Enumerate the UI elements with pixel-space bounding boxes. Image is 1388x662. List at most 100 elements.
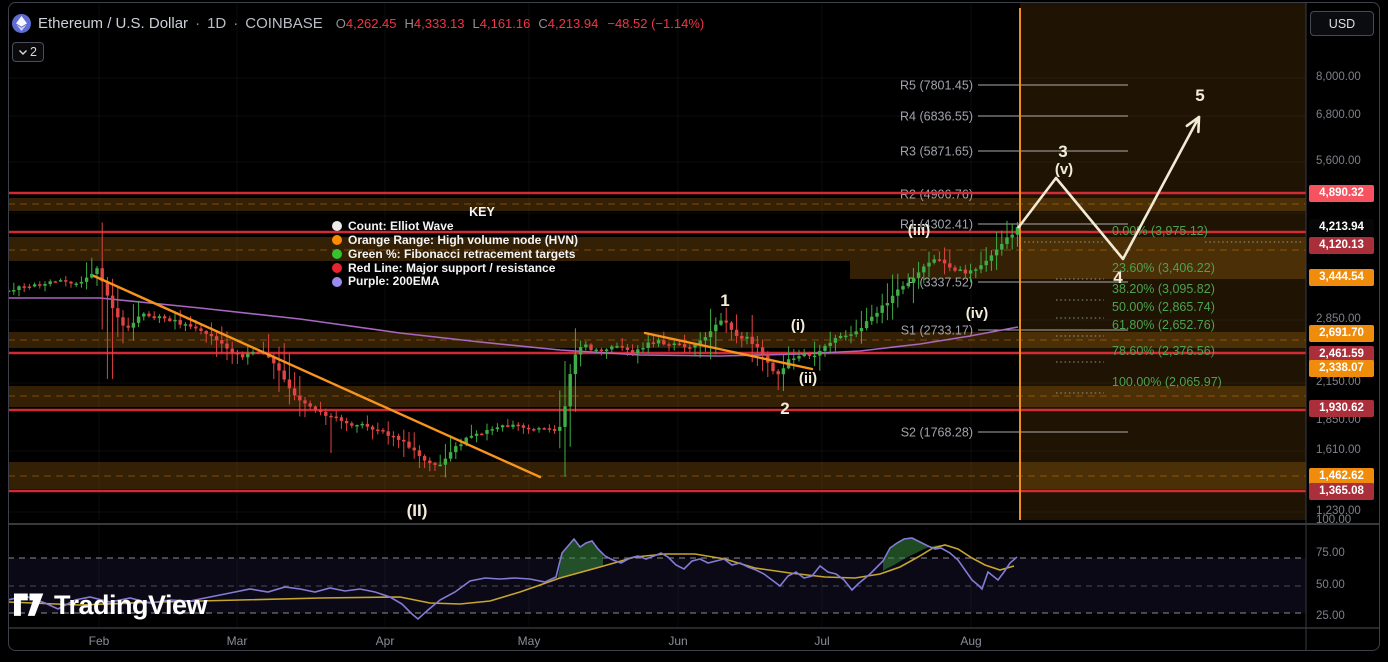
hvn-band — [8, 237, 1306, 261]
key-legend-item: Green %: Fibonacci retracement targets — [332, 246, 632, 261]
time-axis-label: Apr — [375, 634, 395, 648]
legend-item-label: Green %: Fibonacci retracement targets — [348, 246, 576, 261]
chevron-down-icon — [19, 49, 28, 55]
legend-color-dot — [332, 248, 342, 259]
price-level-badge: 3,444.54 — [1309, 268, 1374, 286]
elliott-projection-line[interactable] — [1016, 116, 1201, 261]
key-legend: KEY Count: Elliot Wave Orange Range: High… — [332, 206, 632, 288]
ohlc-pair: O4,262.45 — [335, 16, 397, 31]
key-legend-title: KEY — [469, 205, 495, 219]
main-pane[interactable]: R5 (7801.45) R4 (6836.55) R3 (5871.65) R2 (… — [7, 2, 1306, 520]
price-level-badge: 4,120.13 — [1309, 236, 1374, 254]
indicators-collapse-button[interactable]: 2 — [12, 42, 44, 62]
legend-item-label: Purple: 200EMA — [348, 274, 440, 289]
fib-level-label: 50.00% (2,865.74) — [1112, 300, 1215, 314]
trend-line[interactable] — [643, 331, 814, 371]
separator-dot: · — [195, 15, 201, 32]
ohlc-pair: C4,213.94 — [538, 16, 599, 31]
ohlc-pair: L4,161.16 — [472, 16, 531, 31]
price-level-badge: 1,462.62 — [1309, 467, 1374, 485]
hvn-band — [850, 261, 1306, 279]
ethereum-icon — [12, 14, 31, 33]
price-level-badge: 1,930.62 — [1309, 399, 1374, 417]
fib-level-label: 100.00% (2,065.97) — [1112, 375, 1222, 389]
fib-level-label: 38.20% (3,095.82) — [1112, 282, 1215, 296]
legend-item-label: Count: Elliot Wave — [348, 218, 454, 233]
elliott-wave-label[interactable]: (iv) — [966, 305, 989, 322]
last-price-badge: 4,213.94 — [1309, 218, 1374, 236]
price-axis-label: 1,850.00 — [1316, 414, 1361, 426]
price-axis-label: 2,850.00 — [1316, 313, 1361, 325]
elliott-wave-label[interactable]: 4 — [1113, 268, 1123, 287]
exchange-label: COINBASE — [245, 15, 323, 32]
legend-color-dot — [332, 221, 342, 232]
price-level-badge: 2,461.59 — [1309, 345, 1374, 363]
projection-overlay — [1020, 2, 1306, 520]
elliott-wave-label[interactable]: (iii) — [908, 222, 931, 239]
key-legend-item: Orange Range: High volume node (HVN) — [332, 232, 632, 247]
rsi-divergence-cloud — [883, 538, 941, 571]
fib-level-label: 23.60% (3,406.22) — [1112, 261, 1215, 275]
price-level-badge: 1,365.08 — [1309, 482, 1374, 500]
elliott-wave-label[interactable]: (II) — [407, 501, 428, 520]
arrowhead-icon — [1185, 115, 1201, 128]
price-axis-label: 50.00 — [1316, 579, 1345, 591]
tradingview-logo[interactable]: TradingView — [14, 590, 208, 621]
price-axis-label: 8,000.00 — [1316, 71, 1361, 83]
time-axis-label: Jun — [668, 634, 688, 648]
price-axis-label: 1,610.00 — [1316, 444, 1361, 456]
key-legend-item: Purple: 200EMA — [332, 274, 632, 289]
price-axis-label: 2,150.00 — [1316, 376, 1361, 388]
indicator-count: 2 — [30, 45, 37, 59]
elliott-wave-label[interactable]: 1 — [720, 291, 729, 310]
tradingview-mark-icon — [14, 593, 44, 616]
symbol-title[interactable]: Ethereum / U.S. Dollar — [38, 15, 189, 32]
arrowhead-icon — [1197, 115, 1201, 134]
indicator-pane[interactable] — [8, 524, 1306, 628]
legend-color-dot — [332, 276, 342, 287]
rsi-band — [8, 558, 1306, 613]
key-legend-item: Count: Elliot Wave — [332, 220, 632, 232]
trend-line[interactable] — [92, 274, 542, 479]
pivot-level-label: R3 (5871.65) — [900, 145, 973, 159]
fib-level-label: 78.60% (2,376.56) — [1112, 344, 1215, 358]
ohlc-pair: H4,333.13 — [404, 16, 465, 31]
key-legend-item: Red Line: Major support / resistance — [332, 260, 632, 275]
widget-frame — [8, 2, 1380, 651]
elliott-wave-label[interactable]: (v) — [1055, 161, 1073, 178]
elliott-wave-label[interactable]: 5 — [1195, 86, 1204, 105]
elliott-wave-label[interactable]: (ii) — [799, 370, 817, 387]
elliott-wave-label[interactable]: 3 — [1058, 142, 1067, 161]
price-change: −48.52 (−1.14%) — [607, 16, 705, 31]
ema-line — [8, 297, 1019, 357]
price-level-badge: 2,691.70 — [1309, 324, 1374, 342]
legend-item-label: Red Line: Major support / resistance — [348, 260, 556, 275]
currency-button[interactable]: USD — [1310, 11, 1374, 36]
rsi-divergence-cloud — [558, 539, 603, 578]
ohlc-values: O4,262.45 H4,333.13 L4,161.16 C4,213.94 — [336, 16, 599, 31]
elliott-wave-label[interactable]: 2 — [780, 399, 789, 418]
tradingview-logo-text: TradingView — [54, 590, 208, 620]
price-axis-label: 5,600.00 — [1316, 155, 1361, 167]
legend-color-dot — [332, 234, 342, 245]
time-axis-label: Jul — [814, 634, 830, 648]
time-axis-label: Feb — [88, 634, 110, 648]
legend-color-dot — [332, 262, 342, 273]
elliott-wave-label[interactable]: (i) — [791, 317, 805, 334]
time-axis-label: Aug — [960, 634, 982, 648]
interval-label[interactable]: 1D — [207, 15, 227, 32]
price-axis-label: 1,230.00 — [1316, 505, 1361, 517]
rsi-ma-line — [8, 544, 1015, 606]
price-level-badge: 2,338.07 — [1309, 359, 1374, 377]
fib-level-label: 0.00% (3,975.12) — [1112, 224, 1208, 238]
time-axis-label: Mar — [226, 634, 248, 648]
separator-dot: · — [233, 15, 239, 32]
legend-item-label: Orange Range: High volume node (HVN) — [348, 232, 579, 247]
price-axis-label: 100.00 — [1316, 514, 1352, 526]
pivot-level-label: R1 (4302.41) — [900, 218, 973, 232]
pivot-level-label: R5 (7801.45) — [900, 79, 973, 93]
candles — [8, 220, 1020, 478]
price-level-badge: 4,890.32 — [1309, 184, 1374, 202]
